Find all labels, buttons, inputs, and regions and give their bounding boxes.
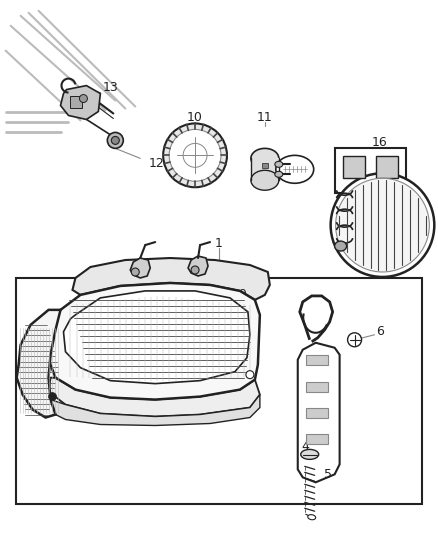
Text: 12: 12 [148, 157, 164, 170]
Circle shape [131, 268, 139, 276]
Text: 13: 13 [102, 81, 118, 94]
Circle shape [169, 130, 221, 181]
Circle shape [107, 132, 124, 148]
Polygon shape [49, 394, 260, 425]
Text: 1: 1 [215, 237, 223, 249]
Bar [16, 278, 422, 504]
Text: 10: 10 [187, 111, 203, 124]
Polygon shape [17, 310, 60, 417]
Polygon shape [298, 343, 339, 482]
Ellipse shape [308, 515, 316, 520]
Ellipse shape [251, 148, 279, 168]
Polygon shape [130, 258, 150, 278]
Bar [306, 434, 328, 445]
Text: 6: 6 [377, 325, 385, 338]
Text: 8: 8 [25, 363, 32, 376]
Bar [306, 355, 328, 365]
Text: 16: 16 [371, 136, 387, 149]
Polygon shape [72, 258, 270, 300]
Bar [335, 148, 406, 193]
Ellipse shape [301, 449, 319, 459]
Polygon shape [60, 86, 100, 119]
Circle shape [336, 178, 429, 272]
Polygon shape [188, 256, 208, 276]
Bar [71, 95, 82, 108]
Bar [306, 408, 328, 417]
Text: 11: 11 [257, 111, 273, 124]
Circle shape [79, 94, 88, 102]
Text: 5: 5 [324, 468, 332, 481]
Bar [262, 163, 268, 168]
Circle shape [246, 370, 254, 378]
Ellipse shape [275, 161, 283, 167]
Polygon shape [49, 283, 260, 400]
Bar [251, 158, 279, 180]
Ellipse shape [276, 155, 314, 183]
Circle shape [191, 266, 199, 274]
Bar [306, 382, 328, 392]
Polygon shape [49, 378, 260, 416]
Ellipse shape [275, 171, 283, 177]
Bar [377, 156, 399, 178]
Circle shape [49, 393, 57, 401]
Circle shape [331, 173, 434, 277]
Text: 9: 9 [238, 288, 246, 301]
Circle shape [111, 136, 119, 144]
Ellipse shape [251, 171, 279, 190]
Ellipse shape [335, 241, 346, 251]
Circle shape [348, 333, 361, 347]
Circle shape [163, 124, 227, 187]
Bar [343, 156, 364, 178]
Text: 4: 4 [302, 440, 310, 453]
Polygon shape [64, 291, 250, 384]
